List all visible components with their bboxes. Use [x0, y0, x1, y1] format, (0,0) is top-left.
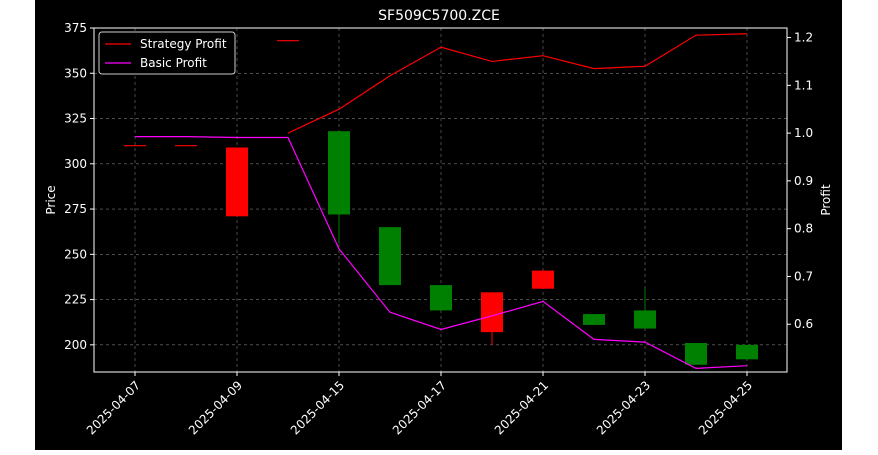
candle-body — [379, 227, 401, 286]
candle-body — [583, 314, 605, 325]
y-tick-label-left: 350 — [64, 66, 87, 80]
chart-title: SF509C5700.ZCE — [378, 8, 500, 24]
candle-body — [481, 292, 503, 333]
candles — [124, 40, 758, 365]
y-tick-label-left: 275 — [64, 202, 87, 216]
candle-body — [532, 270, 554, 289]
y-tick-label-left: 225 — [64, 293, 87, 307]
grid — [94, 27, 787, 372]
candle-body — [685, 343, 707, 365]
candle-body — [430, 285, 452, 311]
legend-box — [98, 31, 236, 75]
figure-background — [35, 0, 842, 450]
y-tick-label-left: 250 — [64, 247, 87, 261]
y-tick-label-right: 1.2 — [794, 31, 813, 45]
y-tick-label-right: 0.9 — [794, 174, 813, 188]
left-axis: 200 225 250 275 300 325 350 375 — [64, 21, 94, 352]
strategy-profit-line — [287, 33, 748, 134]
right-axis-label: Profit — [819, 184, 833, 216]
candle-body — [328, 131, 350, 215]
candle-body — [736, 344, 758, 360]
y-tick-label-right: 1.0 — [794, 126, 813, 140]
right-axis: 0.6 0.7 0.8 0.9 1.0 1.1 1.2 — [787, 31, 813, 331]
candle-body — [226, 147, 248, 217]
y-tick-label-left: 325 — [64, 112, 87, 126]
profit-lines — [135, 33, 748, 369]
y-tick-label-left: 200 — [64, 338, 87, 352]
legend-label-strategy-profit: Strategy Profit — [140, 37, 227, 51]
left-axis-label: Price — [44, 185, 58, 214]
candle-body — [634, 310, 656, 329]
y-tick-label-right: 0.8 — [794, 222, 813, 236]
legend: Strategy Profit Basic Profit — [98, 31, 236, 75]
y-tick-label-right: 0.7 — [794, 269, 813, 283]
y-tick-label-left: 375 — [64, 21, 87, 35]
y-tick-label-right: 0.6 — [794, 317, 813, 331]
y-tick-label-left: 300 — [64, 157, 87, 171]
basic-profit-line — [135, 136, 748, 369]
legend-label-basic-profit: Basic Profit — [140, 56, 207, 70]
y-tick-label-right: 1.1 — [794, 78, 813, 92]
